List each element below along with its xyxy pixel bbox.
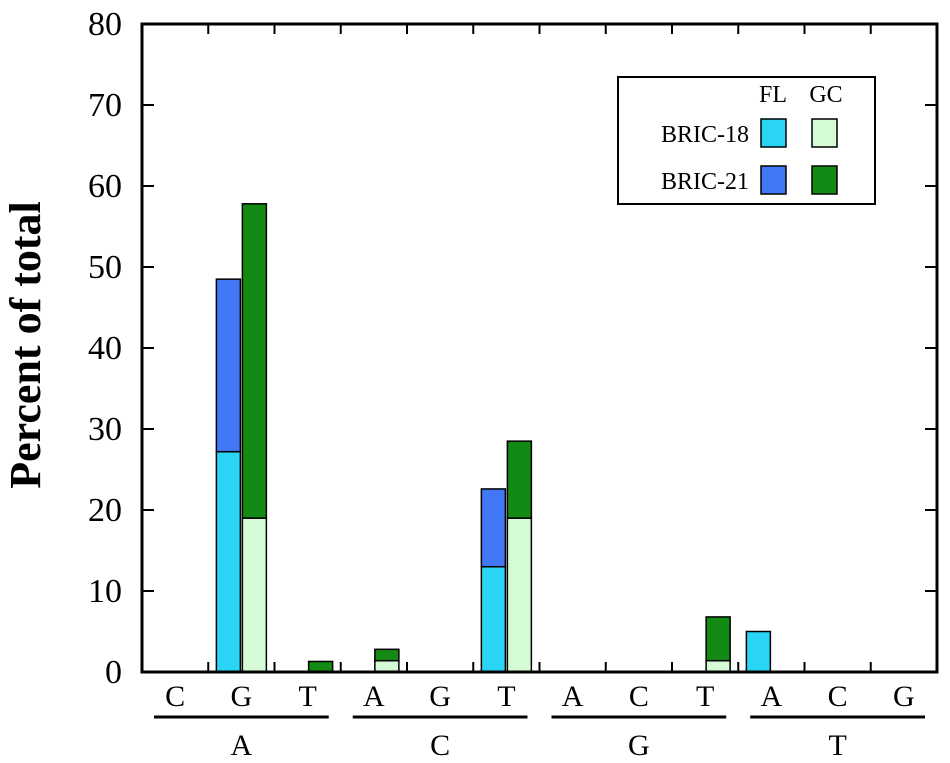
- bar-g-t-gc-bric-18: [705, 659, 731, 673]
- x-subcategory-label: C: [165, 680, 185, 713]
- x-subcategory-label: C: [828, 680, 848, 713]
- legend-swatch-bric18-fl: [760, 118, 787, 148]
- y-tick-label: 40: [88, 330, 122, 367]
- bar-c-a-gc-bric-18: [374, 659, 400, 673]
- x-subcategory-label: A: [761, 680, 783, 713]
- x-group-label: G: [628, 729, 650, 762]
- y-tick-label: 10: [88, 573, 122, 610]
- bar-c-t-fl-bric-21: [480, 488, 507, 568]
- x-labels: C G TAA G TCA C TGA C GT: [154, 680, 925, 762]
- legend-row-bric21: BRIC-21: [661, 169, 749, 195]
- bar-c-t-gc-bric-18: [506, 517, 533, 673]
- x-subcategory-label: A: [363, 680, 385, 713]
- bar-g-t-gc-bric-21: [705, 616, 731, 662]
- legend-header-fl: FL: [759, 82, 787, 108]
- legend-swatch-bric21-gc: [811, 165, 838, 195]
- y-axis-label: Percent of total: [1, 201, 50, 489]
- y-tick-label: 20: [88, 492, 122, 529]
- legend-swatch-bric18-gc: [811, 118, 838, 148]
- bar-a-g-gc-bric-21: [241, 203, 268, 519]
- y-ticks: 0 10 20 30 40 50 60 70 80: [88, 6, 937, 691]
- y-tick-label: 80: [88, 6, 122, 43]
- y-tick-label: 30: [88, 411, 122, 448]
- x-subcategory-label: A: [562, 680, 584, 713]
- plot-frame: [140, 22, 939, 674]
- x-subcategory-label: C: [629, 680, 649, 713]
- x-subcategory-label: T: [497, 680, 515, 713]
- bar-c-a-gc-bric-21: [374, 648, 400, 662]
- bar-c-t-gc-bric-21: [506, 440, 533, 519]
- y-tick-label: 0: [105, 654, 122, 691]
- x-subcategory-label: G: [893, 680, 915, 713]
- legend: FL GC BRIC-18 BRIC-21: [617, 76, 876, 205]
- legend-swatch-bric21-fl: [760, 165, 787, 195]
- x-group-label: T: [828, 729, 846, 762]
- bar-a-t-gc-bric-21: [307, 660, 334, 673]
- legend-header-gc: GC: [809, 82, 842, 108]
- bar-t-a-fl-bric-18: [745, 630, 772, 673]
- y-tick-label: 70: [88, 87, 122, 124]
- x-subcategory-label: T: [696, 680, 714, 713]
- y-tick-label: 50: [88, 249, 122, 286]
- legend-row-bric18: BRIC-18: [661, 122, 749, 148]
- x-group-label: C: [430, 729, 450, 762]
- y-tick-label: 60: [88, 168, 122, 205]
- x-subcategory-label: G: [429, 680, 451, 713]
- x-group-label: A: [231, 729, 253, 762]
- bar-a-g-gc-bric-18: [241, 517, 268, 673]
- x-subcategory-label: G: [231, 680, 253, 713]
- bar-a-g-fl-bric-18: [215, 450, 242, 673]
- x-subcategory-label: T: [298, 680, 316, 713]
- bar-a-g-fl-bric-21: [215, 278, 242, 453]
- bars: [207, 24, 872, 673]
- bar-c-t-fl-bric-18: [480, 565, 507, 673]
